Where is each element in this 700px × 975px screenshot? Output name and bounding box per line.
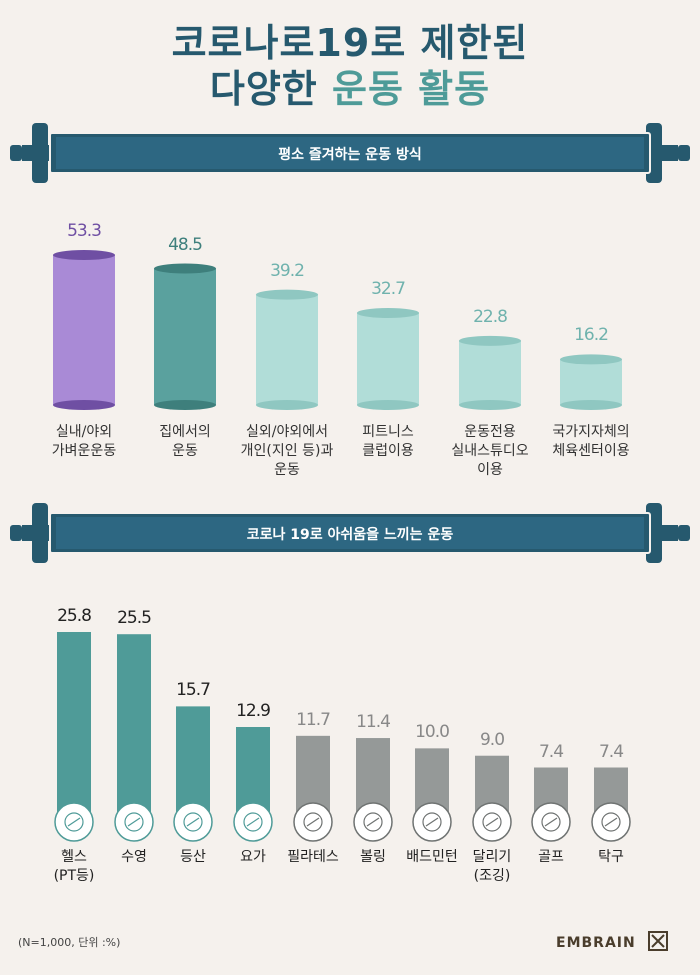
cylinder-bar <box>154 263 216 410</box>
chart2-value-label: 10.0 <box>415 722 450 743</box>
chart2-category-label: 볼링 <box>360 849 386 865</box>
cylinder-bar <box>53 250 115 410</box>
chart2-bar <box>117 634 151 822</box>
chart2-category-label: 등산 <box>180 849 206 865</box>
chart1-category-label: 실외/야외에서 개인(지인 등)과 운동 <box>240 424 334 478</box>
cylinder-bar <box>560 354 622 410</box>
chart2-value-label: 25.5 <box>117 608 152 629</box>
chart1-value-label: 39.2 <box>270 260 305 281</box>
page-title-part1: 다양한 <box>209 67 318 111</box>
chart1-value-label: 48.5 <box>168 234 203 255</box>
chart2-value-label: 11.4 <box>356 712 391 733</box>
pilates-icon <box>293 802 333 842</box>
page-title-part2: 운동 활동 <box>332 67 491 111</box>
cylinder-bar <box>256 289 318 410</box>
shuttlecock-icon <box>412 802 452 842</box>
chart2-value-label: 25.8 <box>57 606 92 626</box>
barbell-banner-2 <box>10 503 690 563</box>
chart2-title: 코로나 19로 아쉬움을 느끼는 운동 <box>246 527 454 543</box>
swim-icon <box>114 802 154 842</box>
chart2-category-label: 달리기 (조깅) <box>472 849 512 884</box>
chart2-category-label: 필라테스 <box>287 849 339 865</box>
chart2-value-label: 11.7 <box>296 709 331 730</box>
chart2-category-label: 수영 <box>121 849 147 865</box>
chart1-title: 평소 즐겨하는 운동 방식 <box>278 147 422 163</box>
footnote: (N=1,000, 단위 :%) <box>18 936 121 949</box>
chart1-value-label: 22.8 <box>473 306 508 327</box>
cylinder-bar <box>459 335 521 410</box>
chart1-category-label: 실내/야외 가벼운운동 <box>51 424 117 459</box>
runner-icon <box>472 802 512 842</box>
chart1-category-label: 집에서의 운동 <box>159 424 211 459</box>
chart2-category-label: 탁구 <box>598 849 624 865</box>
chart2-category-label: 헬스 (PT등) <box>53 849 95 884</box>
chart1-plot <box>53 250 622 410</box>
chart2-value-label: 15.7 <box>176 680 211 701</box>
cylinder-bar <box>357 307 419 410</box>
dumbbell-icon <box>54 802 94 842</box>
chart2-value-label: 9.0 <box>479 729 505 750</box>
mountain-icon <box>173 802 213 842</box>
chart2-category-label: 배드민턴 <box>406 849 458 865</box>
page-title-line2: 다양한 운동 활동 <box>0 58 700 113</box>
chart2-value-label: 7.4 <box>598 741 624 762</box>
brand-text: EMBRAIN <box>556 935 636 951</box>
chart2-value-label: 7.4 <box>538 741 564 762</box>
bowling-icon <box>353 802 393 842</box>
brand-logo: EMBRAIN <box>556 931 668 951</box>
brand-logo-icon <box>647 931 668 951</box>
chart2-category-label: 골프 <box>538 849 564 865</box>
chart1-value-label: 53.3 <box>67 221 102 241</box>
ping-pong-icon <box>591 802 631 842</box>
chart1-category-label: 피트니스 클럽이용 <box>362 424 414 459</box>
chart1-value-label: 32.7 <box>371 278 406 299</box>
golf-ball-icon <box>531 802 571 842</box>
barbell-banner-1 <box>10 123 690 183</box>
chart1-value-label: 16.2 <box>574 325 609 346</box>
page-title-line1: 코로나로19로 제한된 <box>171 21 529 65</box>
chart2-plot <box>54 632 631 842</box>
chart2-bar <box>57 632 91 822</box>
chart2-value-label: 12.9 <box>236 701 271 721</box>
yoga-mat-icon <box>233 802 273 842</box>
chart2-category-label: 요가 <box>240 849 266 865</box>
chart1-category-label: 운동전용 실내스튜디오 이용 <box>451 424 529 478</box>
chart1-category-label: 국가지자체의 체육센터이용 <box>552 424 630 459</box>
